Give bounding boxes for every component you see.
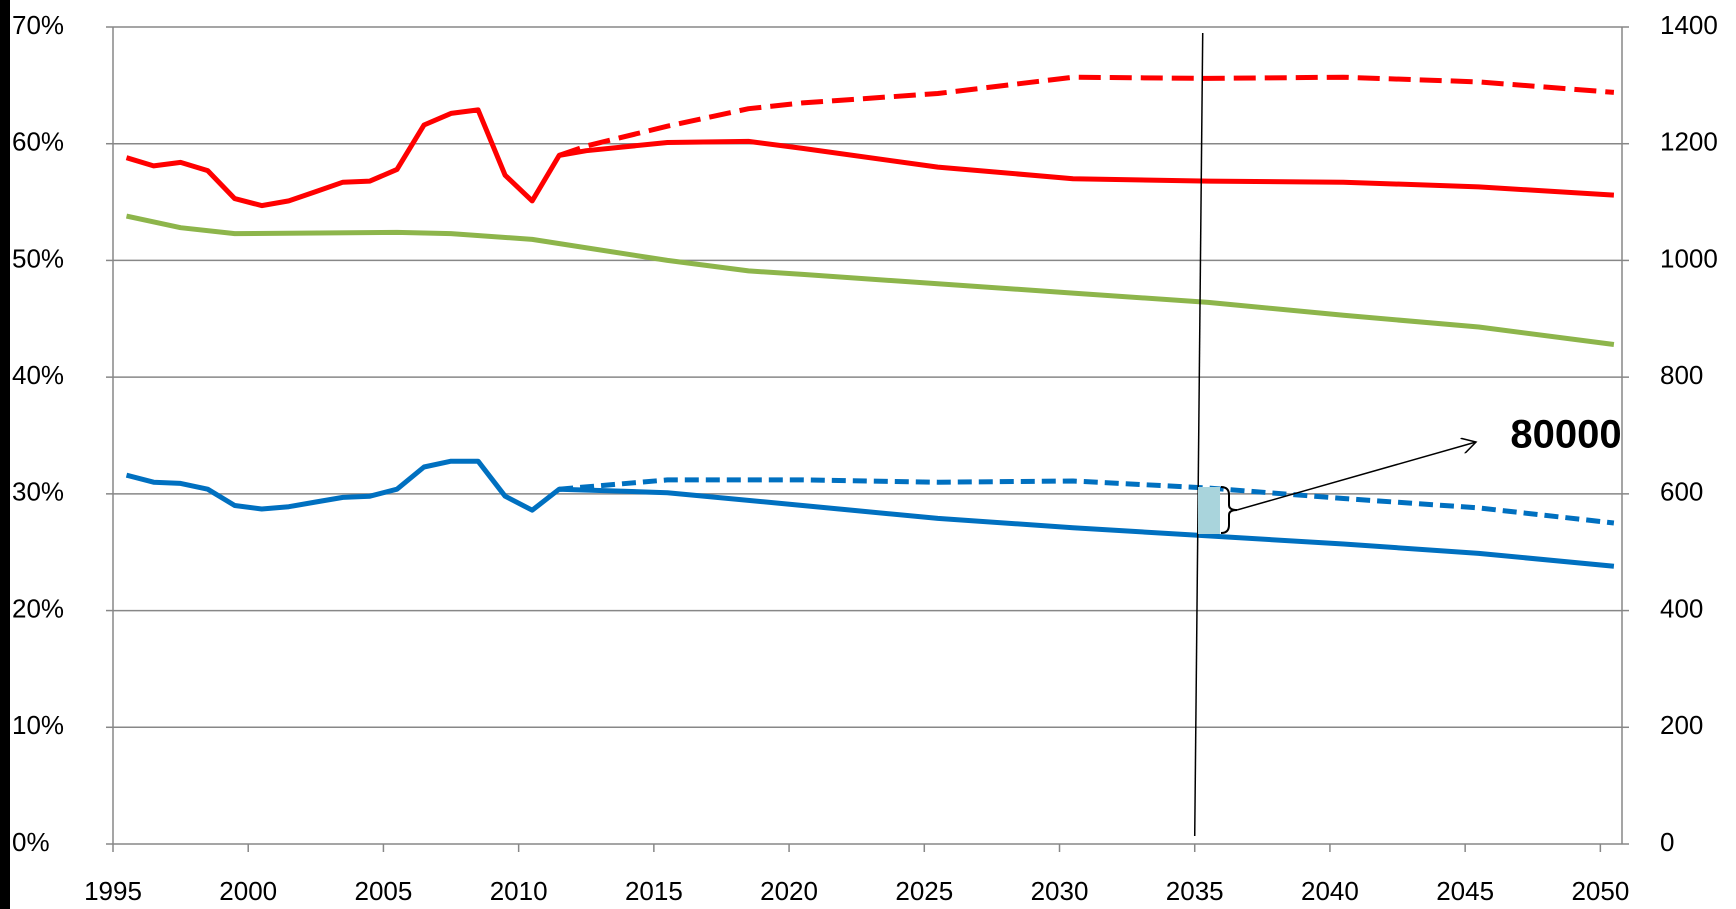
series-line bbox=[558, 477, 1615, 526]
series-line bbox=[558, 74, 1615, 158]
series-line bbox=[125, 458, 1615, 569]
x-tick-label: 2000 bbox=[219, 876, 277, 906]
gap-shade bbox=[1198, 487, 1220, 534]
x-tick-label: 2040 bbox=[1301, 876, 1359, 906]
left-edge bbox=[0, 0, 10, 909]
x-tick-label: 2050 bbox=[1571, 876, 1629, 906]
x-tick-label: 2025 bbox=[895, 876, 953, 906]
x-tick-label: 2035 bbox=[1166, 876, 1224, 906]
series-line bbox=[125, 213, 1615, 347]
x-tick-label: 2030 bbox=[1031, 876, 1089, 906]
y2-tick-label: 1000 bbox=[1660, 243, 1718, 273]
y-tick-label: 70% bbox=[12, 10, 64, 40]
annotation-arrow bbox=[1236, 442, 1476, 511]
y2-tick-label: 0 bbox=[1660, 827, 1674, 857]
y-tick-label: 30% bbox=[12, 477, 64, 507]
y-tick-label: 50% bbox=[12, 243, 64, 273]
x-tick-label: 2010 bbox=[490, 876, 548, 906]
y2-tick-label: 600 bbox=[1660, 477, 1703, 507]
x-tick-label: 2015 bbox=[625, 876, 683, 906]
annotation: 80000 bbox=[1510, 413, 1621, 457]
y-tick-label: 60% bbox=[12, 127, 64, 157]
y2-tick-label: 200 bbox=[1660, 710, 1703, 740]
vertical-marker bbox=[1193, 32, 1204, 837]
x-tick-label: 2005 bbox=[355, 876, 413, 906]
series-line bbox=[125, 107, 1615, 209]
x-tick-label: 2045 bbox=[1436, 876, 1494, 906]
y2-tick-label: 1400 bbox=[1660, 10, 1718, 40]
y-tick-label: 40% bbox=[12, 360, 64, 390]
y2-tick-label: 800 bbox=[1660, 360, 1703, 390]
y-tick-label: 0% bbox=[12, 827, 50, 857]
x-tick-label: 2020 bbox=[760, 876, 818, 906]
y-tick-label: 20% bbox=[12, 593, 64, 623]
y2-tick-label: 1200 bbox=[1660, 127, 1718, 157]
y-tick-label: 10% bbox=[12, 710, 64, 740]
y2-tick-label: 400 bbox=[1660, 593, 1703, 623]
x-tick-label: 1995 bbox=[84, 876, 142, 906]
